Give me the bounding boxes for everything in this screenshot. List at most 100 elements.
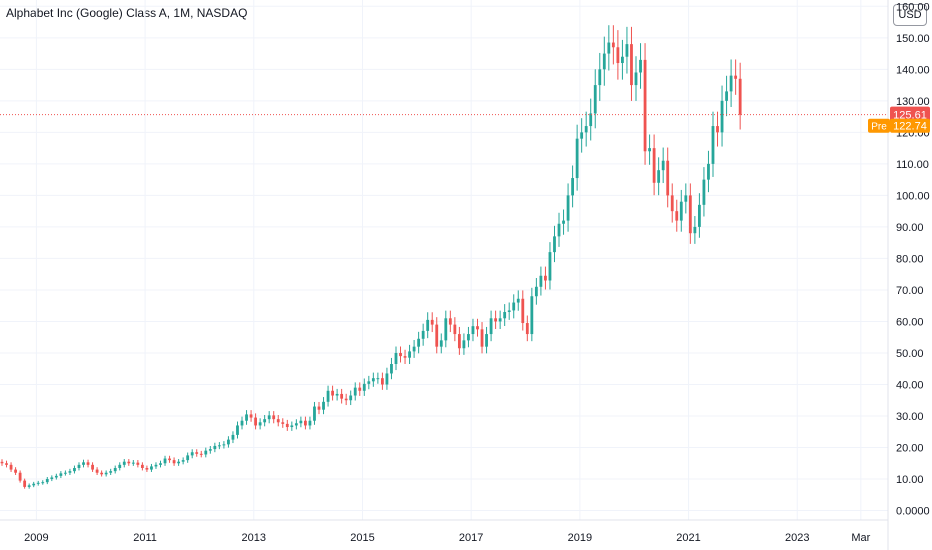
candle [593,69,597,129]
candle-body [390,364,393,374]
candle-body [27,485,31,487]
candle-body [0,461,4,464]
candle [104,470,108,477]
candle [362,378,366,396]
x-tick-label: 2011 [133,532,157,544]
candle-body [217,445,221,447]
candle [503,304,507,326]
candle-body [177,461,181,464]
candle-body [512,302,516,311]
candle-body [140,464,144,468]
candle-body [562,220,565,224]
candle-body [598,69,602,86]
candle [457,326,461,355]
candle [231,431,235,444]
candle [734,59,738,95]
candle-body [666,160,670,196]
y-tick-label: 40.00 [896,379,924,391]
candle [18,470,22,483]
candle-body [118,464,122,468]
candle-body [213,445,217,450]
candle [27,483,31,489]
candle [476,318,479,337]
candle [181,457,185,465]
candle [679,189,683,232]
candle [168,455,171,463]
candle-body [136,462,140,465]
candle-body [95,469,99,473]
candle [109,468,113,475]
last-price-label: 125.61 [890,106,930,123]
candle [498,310,502,330]
candle [371,372,375,387]
candle [707,150,710,193]
candle [118,462,122,471]
candle [580,118,584,153]
candle [131,460,135,466]
currency-button[interactable]: USD [893,4,927,26]
candle [376,372,380,384]
candle-body [602,53,606,70]
candle [140,462,144,471]
candle [544,266,547,290]
candle-body [186,455,190,461]
candle-body [340,393,344,399]
candle [589,98,593,141]
y-tick-label: 60.00 [896,316,924,328]
candle [548,242,552,290]
candle [186,452,190,463]
candle [36,480,40,486]
x-tick-label: 2021 [676,532,700,544]
candle-body [145,468,149,470]
candle [190,449,194,459]
x-tick-label: 2015 [350,532,374,544]
candle [480,322,484,354]
candle-body [100,472,104,475]
candle [154,462,158,469]
candle [602,36,606,86]
candle [467,326,470,348]
candle [516,290,520,311]
candle-body [131,462,135,464]
candle [63,470,67,476]
candle-body [471,326,475,335]
candle-body [353,387,357,396]
candle [195,449,199,457]
candle [417,331,421,354]
y-tick-label: 130.00 [896,96,930,108]
candle [294,419,298,430]
svg-text:125.61: 125.61 [893,110,927,122]
candle [236,421,239,439]
candle-body [199,453,203,455]
candle [41,480,45,485]
candle [77,462,81,471]
candle-body [91,464,94,470]
candle-body [240,420,244,426]
candle [693,216,697,244]
candle-body [227,439,230,445]
candle [494,310,498,330]
y-tick-label: 50.00 [896,348,924,360]
candle-body [86,462,90,465]
candle [571,165,575,208]
candle [530,287,534,342]
candle-body [59,473,63,476]
candle [562,209,565,235]
candle-body [399,352,402,357]
candle [625,26,629,74]
candle-body [154,464,158,467]
candle-body [521,298,525,324]
candle [0,459,4,466]
candle-body [439,340,443,347]
candle [32,481,36,488]
candle [648,134,651,165]
candle-body [580,132,584,139]
candle-body [344,398,348,401]
candle [661,147,665,184]
candle-body [36,482,40,484]
candle-body [557,223,561,237]
candle-body [539,275,543,287]
candle [489,310,493,342]
candle [725,75,728,117]
candle [322,397,325,415]
